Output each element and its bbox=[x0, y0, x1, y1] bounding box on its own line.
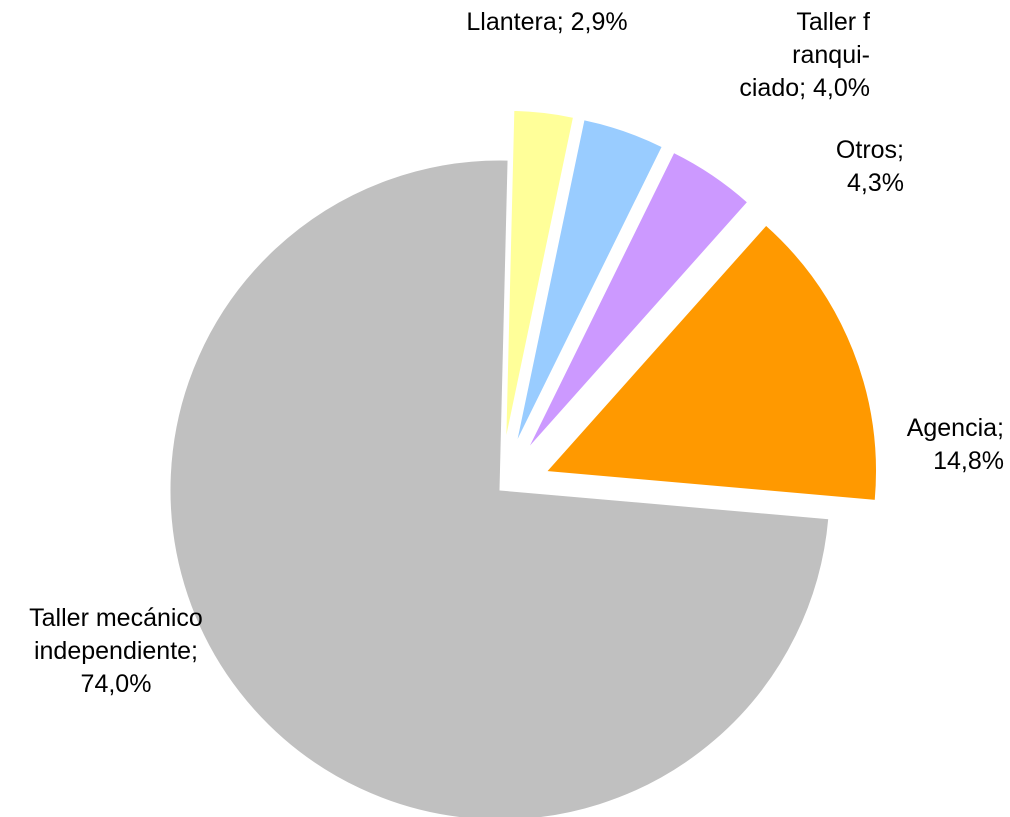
label-line: ranqui- bbox=[792, 41, 870, 69]
label-line: Otros; bbox=[835, 136, 904, 164]
label-line: Taller mecánico bbox=[29, 604, 203, 632]
pie-slice bbox=[527, 151, 749, 449]
label-line: Llantera; 2,9% bbox=[466, 8, 628, 36]
label-taller-franquiciado: Taller f ranqui- ciado; 4,0% bbox=[670, 6, 870, 105]
label-llantera: Llantera; 2,9% bbox=[452, 6, 642, 39]
label-line: ciado; 4,0% bbox=[739, 74, 870, 102]
label-otros: Otros; 4,3% bbox=[780, 134, 904, 200]
label-line: Agencia; bbox=[906, 414, 1004, 442]
label-line: independiente; bbox=[33, 637, 199, 665]
pie-slice bbox=[515, 119, 663, 443]
pie-slice bbox=[169, 159, 830, 817]
label-line: 4,3% bbox=[847, 169, 904, 197]
label-line: Taller f bbox=[796, 8, 870, 36]
label-agencia: Agencia; 14,8% bbox=[860, 412, 1004, 478]
label-line: 14,8% bbox=[933, 447, 1004, 475]
pie-slice bbox=[545, 224, 877, 501]
label-line: 74,0% bbox=[80, 670, 152, 698]
pie-slice bbox=[505, 109, 575, 441]
label-taller-mecanico: Taller mecánico independiente; 74,0% bbox=[18, 602, 214, 701]
